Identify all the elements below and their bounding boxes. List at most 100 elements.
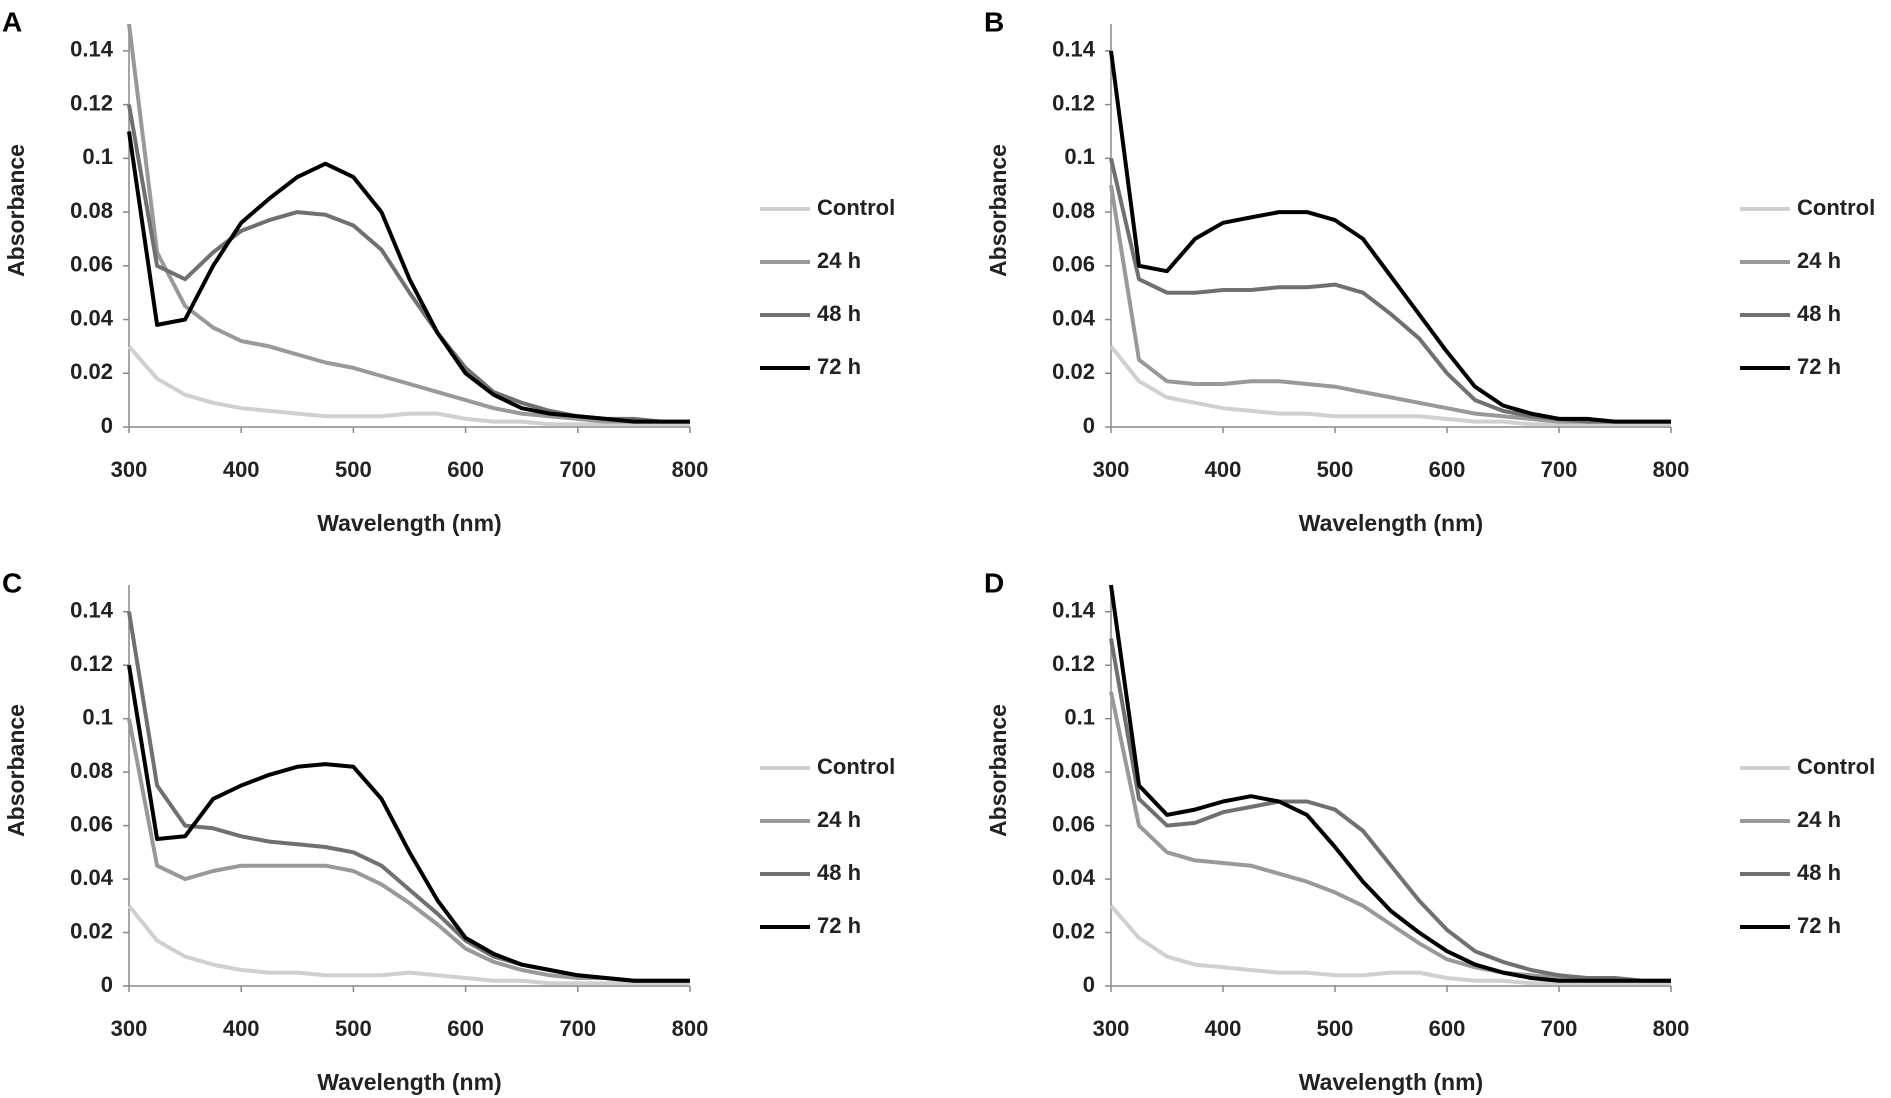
legend-label: 24 h <box>1797 807 1841 832</box>
series-line <box>127 345 690 427</box>
legend-label: 72 h <box>817 354 861 379</box>
panel: D Absorbance Wavelength (nm) 0 0.02 0.04 0.06 0… <box>984 567 1875 1095</box>
series-line <box>1109 184 1671 424</box>
legend-label: 24 h <box>1797 248 1841 273</box>
x-tick-label: 700 <box>1541 457 1578 482</box>
series-line <box>127 904 690 986</box>
legend-label: 72 h <box>817 913 861 938</box>
panel-letter: A <box>2 6 22 37</box>
y-tick-label: 0.08 <box>70 758 113 783</box>
legend-label: 48 h <box>1797 301 1841 326</box>
series-line <box>127 131 690 424</box>
y-tick-label: 0.06 <box>70 811 113 836</box>
y-tick-label: 0.1 <box>1064 144 1095 169</box>
x-tick-label: 500 <box>335 1016 372 1041</box>
y-tick-label: 0.14 <box>1052 598 1096 623</box>
y-tick-label: 0.04 <box>70 305 114 330</box>
x-tick-label: 300 <box>1093 457 1130 482</box>
x-tick-label: 400 <box>223 457 260 482</box>
x-axis-title: Wavelength (nm) <box>317 510 501 536</box>
x-tick-label: 700 <box>559 1016 596 1041</box>
x-axis-title: Wavelength (nm) <box>1299 510 1483 536</box>
y-axis-title: Absorbance <box>985 144 1011 277</box>
x-tick-label: 800 <box>672 457 709 482</box>
series-line <box>127 664 690 983</box>
y-tick-label: 0.14 <box>1052 37 1096 62</box>
series-line <box>1109 345 1671 427</box>
y-tick-label: 0.04 <box>1052 865 1096 890</box>
y-tick-label: 0.1 <box>82 144 113 169</box>
series-line <box>1109 904 1671 986</box>
y-tick-label: 0.12 <box>1052 651 1095 676</box>
panel: B Absorbance Wavelength (nm) 0 0.02 0.04 0.06 0… <box>984 6 1875 536</box>
legend-label: 24 h <box>817 248 861 273</box>
y-tick-label: 0.06 <box>1052 252 1095 277</box>
y-tick-label: 0.1 <box>1064 704 1095 729</box>
x-tick-label: 500 <box>335 457 372 482</box>
legend-label: 72 h <box>1797 913 1841 938</box>
series-line <box>127 23 690 424</box>
series-line <box>127 611 690 983</box>
y-tick-label: 0.14 <box>70 37 114 62</box>
y-axis-title: Absorbance <box>3 704 29 837</box>
series-line <box>1109 638 1671 983</box>
y-tick-label: 0.12 <box>1052 90 1095 115</box>
x-tick-label: 300 <box>111 1016 148 1041</box>
x-tick-label: 400 <box>223 1016 260 1041</box>
y-tick-label: 0 <box>1083 972 1095 997</box>
y-tick-label: 0.04 <box>70 865 114 890</box>
y-tick-label: 0.08 <box>70 198 113 223</box>
legend-label: 48 h <box>1797 860 1841 885</box>
y-tick-label: 0.02 <box>1052 359 1095 384</box>
y-axis-title: Absorbance <box>3 144 29 277</box>
y-tick-label: 0.08 <box>1052 198 1095 223</box>
legend-label: Control <box>817 754 895 779</box>
legend-label: Control <box>1797 754 1875 779</box>
panel-letter: B <box>984 6 1004 37</box>
x-tick-label: 500 <box>1317 1016 1354 1041</box>
y-tick-label: 0.12 <box>70 90 113 115</box>
legend-label: Control <box>1797 195 1875 220</box>
y-tick-label: 0 <box>101 413 113 438</box>
y-tick-label: 0.02 <box>70 918 113 943</box>
legend-label: Control <box>817 195 895 220</box>
x-tick-label: 600 <box>447 1016 484 1041</box>
series-line <box>1109 584 1671 983</box>
y-tick-label: 0.04 <box>1052 305 1096 330</box>
y-tick-label: 0.1 <box>82 704 113 729</box>
panel-letter: D <box>984 567 1004 598</box>
legend-label: 24 h <box>817 807 861 832</box>
y-tick-label: 0.02 <box>1052 918 1095 943</box>
x-axis-title: Wavelength (nm) <box>1299 1069 1483 1095</box>
y-tick-label: 0 <box>1083 413 1095 438</box>
x-tick-label: 700 <box>559 457 596 482</box>
x-tick-label: 400 <box>1205 457 1242 482</box>
y-tick-label: 0.02 <box>70 359 113 384</box>
y-tick-label: 0.08 <box>1052 758 1095 783</box>
series-line <box>1109 50 1671 424</box>
legend-label: 72 h <box>1797 354 1841 379</box>
x-tick-label: 700 <box>1541 1016 1578 1041</box>
y-axis-title: Absorbance <box>985 704 1011 837</box>
x-tick-label: 300 <box>1093 1016 1130 1041</box>
x-tick-label: 600 <box>1429 457 1466 482</box>
y-tick-label: 0.06 <box>1052 811 1095 836</box>
y-tick-label: 0.12 <box>70 651 113 676</box>
series-line <box>1109 691 1671 983</box>
y-tick-label: 0.06 <box>70 252 113 277</box>
y-tick-label: 0.14 <box>70 598 114 623</box>
x-tick-label: 500 <box>1317 457 1354 482</box>
x-tick-label: 600 <box>1429 1016 1466 1041</box>
x-tick-label: 800 <box>1653 1016 1690 1041</box>
x-axis-title: Wavelength (nm) <box>317 1069 501 1095</box>
panel-letter: C <box>2 567 22 598</box>
legend-label: 48 h <box>817 301 861 326</box>
x-tick-label: 800 <box>1653 457 1690 482</box>
x-tick-label: 300 <box>111 457 148 482</box>
panel: C Absorbance Wavelength (nm) 0 0.02 0.04 0.06 0… <box>2 567 895 1095</box>
y-tick-label: 0 <box>101 972 113 997</box>
x-tick-label: 800 <box>672 1016 709 1041</box>
legend-label: 48 h <box>817 860 861 885</box>
x-tick-label: 600 <box>447 457 484 482</box>
